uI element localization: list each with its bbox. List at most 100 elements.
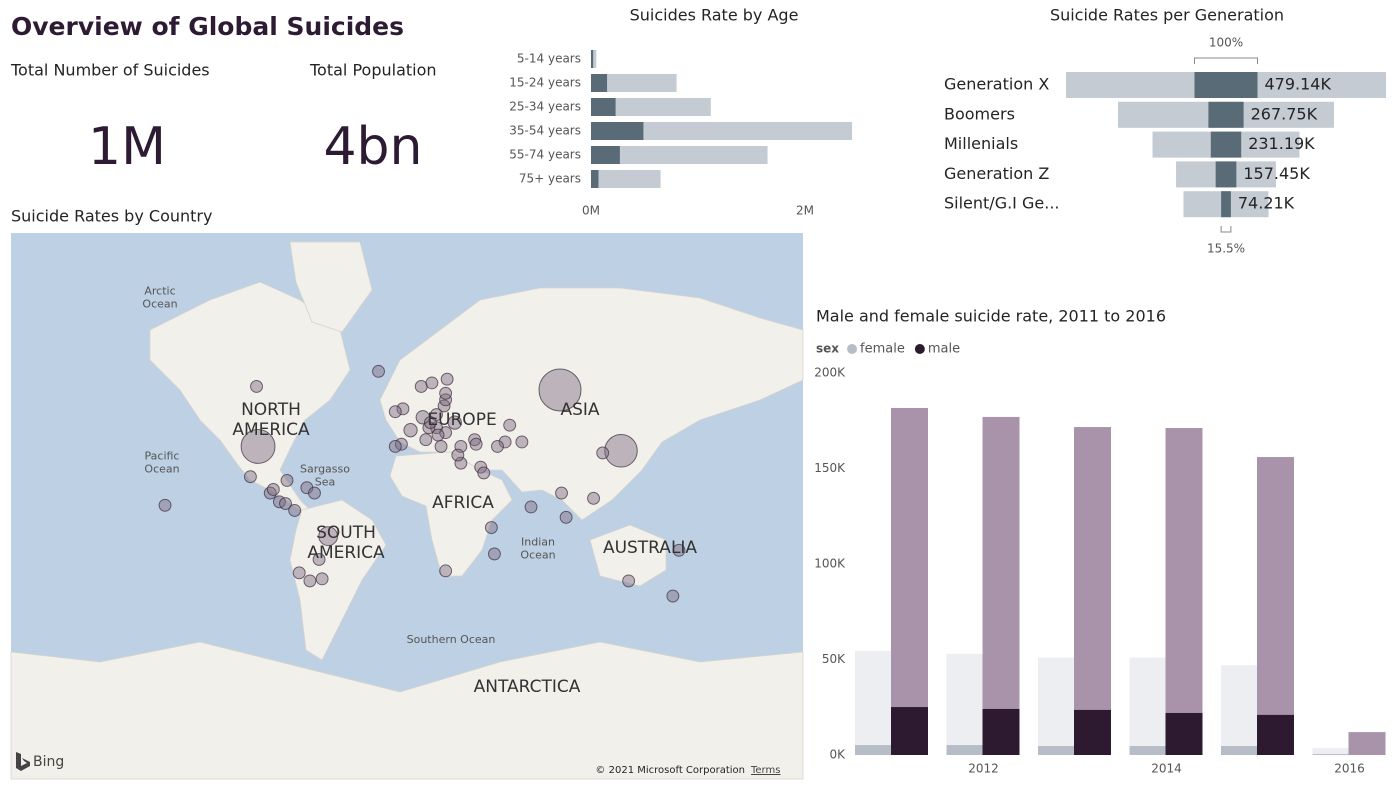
map-label: AMERICA <box>232 420 310 440</box>
country-bubble <box>439 564 453 578</box>
funnel-bar <box>1194 72 1258 98</box>
bar <box>591 170 599 188</box>
country-bubble <box>422 421 436 435</box>
bar <box>591 50 594 68</box>
legend-title: sex <box>816 342 839 356</box>
y-tick-label: 50K <box>822 652 846 666</box>
map-label: AFRICA <box>432 493 494 513</box>
column <box>1257 457 1294 755</box>
category-label: Generation Z <box>944 164 1049 183</box>
country-bubble <box>292 566 306 580</box>
map-label: SOUTH <box>316 523 376 543</box>
country-bubble <box>666 589 680 603</box>
map-label: ASIA <box>560 400 599 420</box>
country-bubble <box>312 553 326 566</box>
land <box>10 641 804 780</box>
country-bubble <box>503 418 517 432</box>
map-label: AMERICA <box>307 543 385 563</box>
x-tick-label: 2016 <box>1334 762 1365 776</box>
country-bubble <box>431 428 445 442</box>
country-bubble <box>279 497 292 510</box>
column <box>1348 732 1386 755</box>
category-label: Silent/G.I Ge... <box>944 194 1059 213</box>
land <box>289 241 373 333</box>
legend-marker <box>847 344 858 354</box>
category-label: 5-14 years <box>517 52 581 66</box>
column <box>891 407 928 755</box>
country-bubble <box>474 460 488 474</box>
category-label: 75+ years <box>519 172 581 186</box>
country-bubble <box>250 380 263 393</box>
kpi-value: 4bn <box>323 117 422 177</box>
country-bubble <box>423 416 437 430</box>
map-label: Southern Ocean <box>407 633 496 646</box>
country-bubble <box>524 500 538 514</box>
category-label: Generation X <box>944 75 1049 94</box>
category-label: 25-34 years <box>509 100 581 114</box>
column <box>1221 665 1257 755</box>
country-bubble <box>555 486 568 500</box>
country-bubble <box>388 405 402 419</box>
country-bubble <box>439 393 453 407</box>
country-bubble <box>447 415 462 430</box>
country-bubble <box>243 470 257 484</box>
category-label: Boomers <box>944 104 1015 123</box>
land <box>389 451 513 577</box>
y-tick-label: 100K <box>814 557 846 571</box>
country-bubble <box>303 574 317 588</box>
category-label: 35-54 years <box>509 124 581 138</box>
x-tick-label: 0M <box>582 204 600 218</box>
y-tick-label: 0K <box>829 748 846 762</box>
map-base <box>10 233 804 780</box>
bar <box>591 122 853 140</box>
column <box>1221 746 1257 755</box>
data-label: 74.21K <box>1238 194 1295 213</box>
map-label: Arctic <box>144 284 175 297</box>
funnel-bar <box>1210 131 1242 158</box>
legend-label: female <box>860 342 905 357</box>
column <box>1038 746 1074 755</box>
bing-logo: Bing <box>33 754 64 770</box>
land <box>289 499 387 661</box>
country-bubble <box>415 410 430 425</box>
country-bubble <box>498 435 512 449</box>
bar <box>591 170 661 188</box>
country-bubble <box>266 483 280 496</box>
category-label: Millenials <box>944 134 1018 153</box>
country-bubble <box>604 434 638 468</box>
country-bubble <box>469 437 483 451</box>
country-bubble <box>559 510 573 524</box>
country-bubble <box>434 440 448 453</box>
funnel-bar <box>1208 101 1244 128</box>
map-label: Ocean <box>142 298 177 311</box>
kpi-label: Total Number of Suicides <box>10 61 210 80</box>
data-label: 267.75K <box>1251 104 1318 123</box>
map-title: Suicide Rates by Country <box>11 207 212 226</box>
data-label: 479.14K <box>1264 75 1331 94</box>
category-label: 55-74 years <box>509 148 581 162</box>
country-bubble <box>396 402 410 416</box>
map-label: Pacific <box>145 449 180 462</box>
chart-title: Suicide Rates per Generation <box>1050 6 1284 25</box>
map-label: NORTH <box>241 400 301 420</box>
map-label: Sargasso <box>300 462 350 475</box>
column <box>855 650 891 755</box>
chart-title: Suicides Rate by Age <box>630 6 799 25</box>
column <box>1129 657 1166 755</box>
kpi-value: 1M <box>88 117 166 177</box>
bar <box>591 146 620 164</box>
bar <box>591 146 768 164</box>
column <box>982 416 1020 755</box>
country-bubble <box>419 433 433 447</box>
chart-title: Male and female suicide rate, 2011 to 20… <box>816 307 1166 326</box>
country-bubble <box>280 473 294 487</box>
column <box>946 745 983 755</box>
x-tick-label: 2012 <box>968 762 999 776</box>
category-label: 15-24 years <box>509 76 581 90</box>
country-bubble <box>515 435 529 449</box>
bar <box>591 74 677 92</box>
country-bubble <box>596 446 610 460</box>
legend-marker <box>914 344 925 354</box>
annotation: 100% <box>1209 36 1243 50</box>
data-label: 157.45K <box>1243 164 1310 183</box>
